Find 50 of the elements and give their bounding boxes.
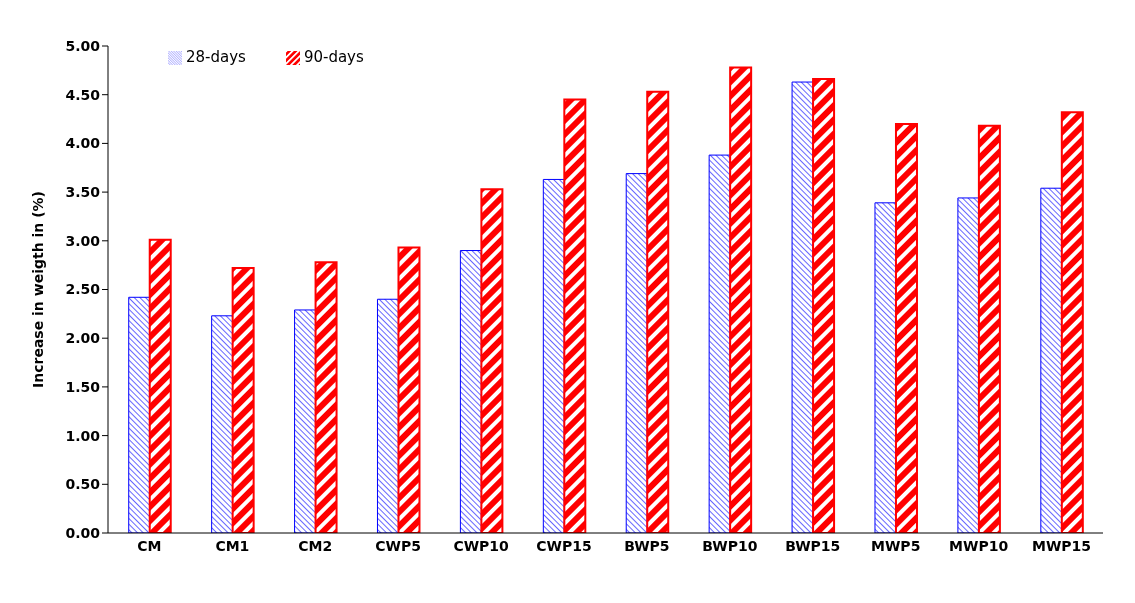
y-tick-label: 1.50 <box>65 378 101 395</box>
bar <box>542 178 565 533</box>
bar <box>231 267 255 533</box>
bar <box>376 298 399 533</box>
x-tick-label: CWP5 <box>375 537 422 554</box>
x-tick-label: CWP15 <box>536 537 592 554</box>
y-axis-title: Increase in weigth in (%) <box>29 191 46 388</box>
y-tick-label: 1.00 <box>65 427 101 444</box>
bar <box>812 78 836 533</box>
bar <box>128 296 151 533</box>
y-tick-label: 3.50 <box>65 184 101 201</box>
bar <box>211 315 234 533</box>
bar <box>957 197 980 533</box>
bar <box>708 154 731 533</box>
bar <box>1060 111 1084 533</box>
bar <box>148 238 172 533</box>
bar <box>480 188 504 533</box>
y-tick-label: 4.50 <box>65 86 101 103</box>
x-tick-label: BWP5 <box>624 537 670 554</box>
bar <box>314 261 338 533</box>
y-tick-label: 4.00 <box>65 135 101 152</box>
y-tick-label: 0.00 <box>65 524 101 541</box>
x-tick-label: BWP10 <box>702 537 758 554</box>
bar <box>625 173 648 533</box>
bar <box>646 90 670 533</box>
y-tick-label: 3.00 <box>65 232 101 249</box>
x-tick-label: BWP15 <box>785 537 841 554</box>
y-tick-label: 0.50 <box>65 476 101 493</box>
bar <box>874 202 897 533</box>
legend-label: 90-days <box>303 48 364 66</box>
x-tick-label: CM1 <box>215 537 250 554</box>
bar <box>977 124 1001 533</box>
bar <box>1040 187 1063 533</box>
y-tick-label: 2.00 <box>65 330 101 347</box>
x-tick-label: CWP10 <box>453 537 510 554</box>
x-tick-label: MWP5 <box>871 537 921 554</box>
bar <box>729 66 753 533</box>
bar <box>563 98 587 533</box>
y-tick-label: 2.50 <box>65 281 101 298</box>
x-tick-label: CM2 <box>298 537 333 554</box>
x-tick-label: CM <box>137 537 162 554</box>
legend-label: 28-days <box>186 48 246 66</box>
bar <box>791 81 814 533</box>
bar <box>397 246 421 533</box>
bar <box>894 122 918 533</box>
bar <box>459 250 482 533</box>
y-tick-label: 5.00 <box>65 37 101 54</box>
x-tick-label: MWP10 <box>949 537 1009 554</box>
bar <box>294 309 317 533</box>
x-tick-label: MWP15 <box>1031 537 1092 554</box>
